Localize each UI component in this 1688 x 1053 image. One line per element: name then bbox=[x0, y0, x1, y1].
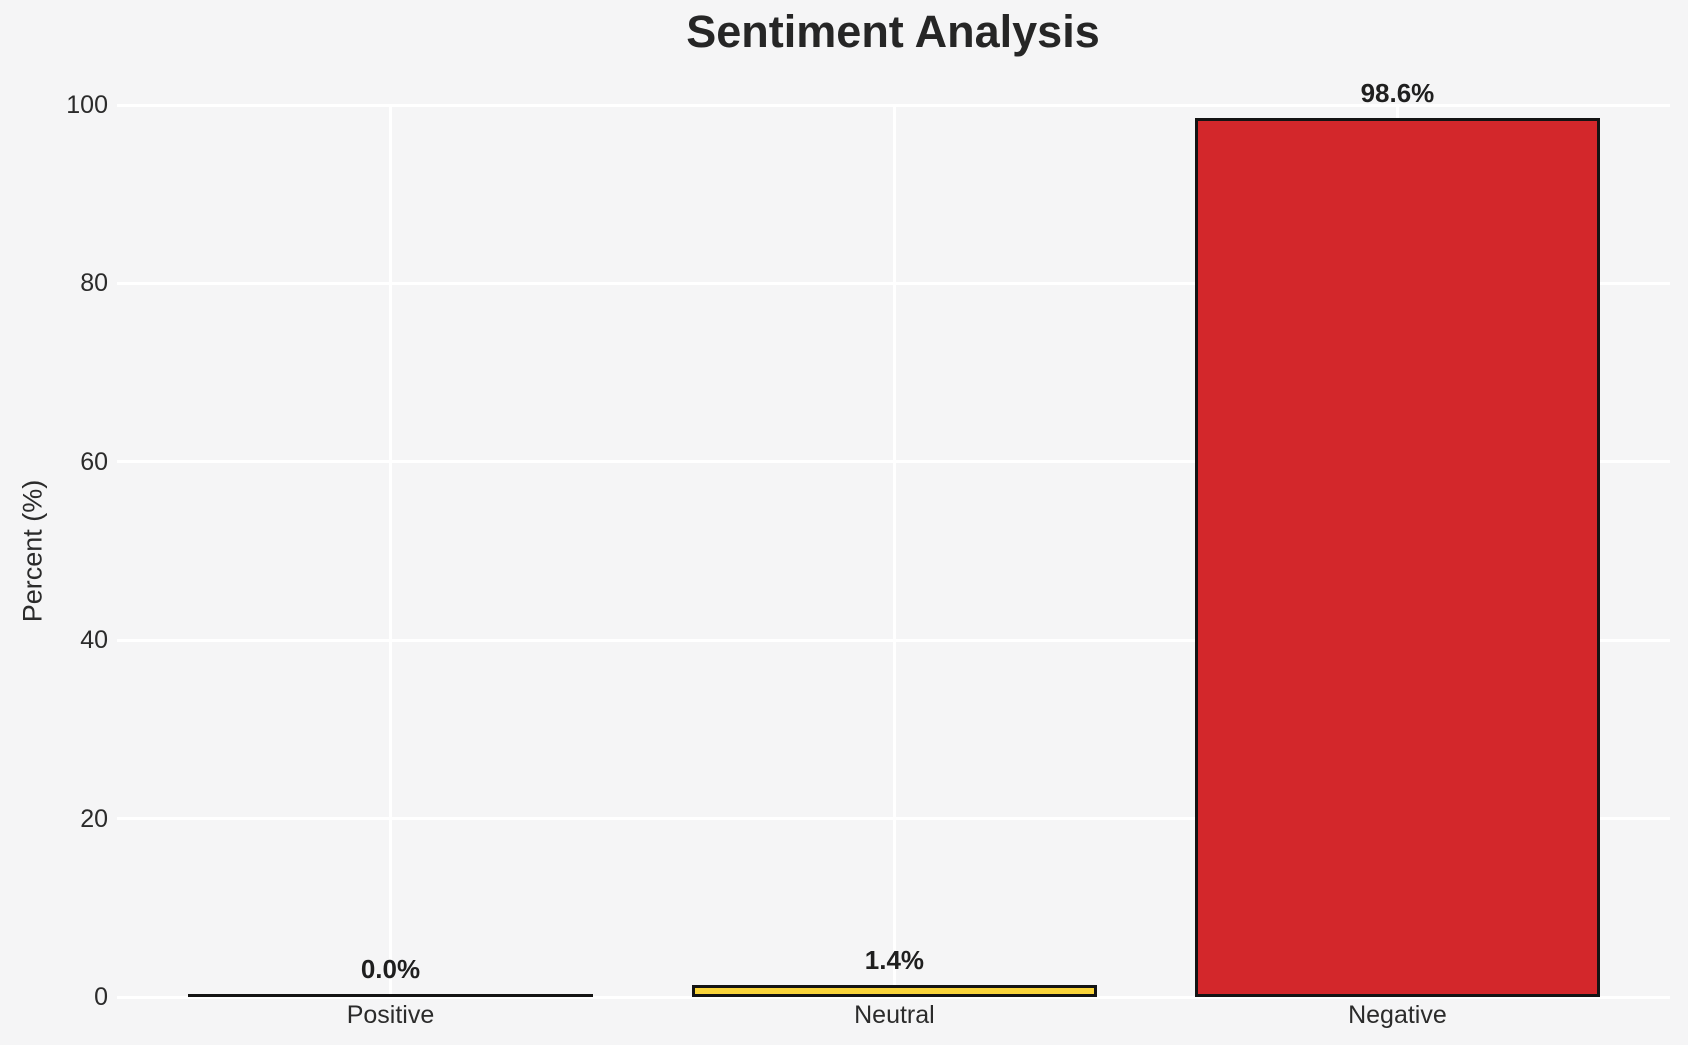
gridline-vertical-neutral bbox=[892, 105, 896, 997]
y-tick-label-80: 80 bbox=[80, 269, 108, 298]
chart-title: Sentiment Analysis bbox=[686, 6, 1100, 57]
y-tick-label-0: 0 bbox=[94, 983, 108, 1011]
bar-value-label-negative: 98.6% bbox=[1360, 77, 1435, 108]
x-tick-label-negative: Negative bbox=[1348, 1001, 1447, 1029]
y-tick-label-20: 20 bbox=[80, 804, 108, 833]
y-axis-tick-labels: 0 20 40 60 80 100 bbox=[0, 91, 108, 1011]
y-tick-label-60: 60 bbox=[80, 447, 108, 476]
x-tick-label-positive: Positive bbox=[346, 1001, 435, 1029]
bar-positive bbox=[188, 994, 593, 997]
bar-value-label-neutral: 1.4% bbox=[864, 944, 925, 975]
x-tick-label-neutral: Neutral bbox=[854, 1001, 935, 1029]
bar-neutral bbox=[691, 984, 1097, 997]
figure-bottom-edge bbox=[0, 1045, 1688, 1053]
gridline-horizontal-0 bbox=[117, 995, 1670, 999]
y-tick-label-40: 40 bbox=[80, 626, 108, 655]
gridline-vertical-positive bbox=[388, 105, 392, 997]
y-tick-label-100: 100 bbox=[66, 91, 108, 119]
bar-value-label-positive: 0.0% bbox=[360, 954, 421, 984]
bar-group-neutral: 1.4% Neutral bbox=[691, 105, 1097, 1029]
plot-area: 0.0% Positive 1.4% Neutral 98.6% Negativ… bbox=[117, 78, 1670, 1029]
bar-group-positive: 0.0% Positive bbox=[188, 105, 593, 1029]
bar-negative bbox=[1195, 117, 1600, 997]
bar-group-negative: 98.6% Negative bbox=[1195, 78, 1600, 1029]
